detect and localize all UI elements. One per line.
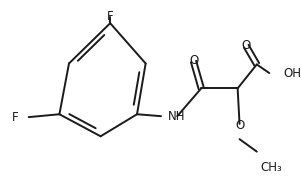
Text: CH₃: CH₃ [261,161,282,174]
Text: OH: OH [284,67,302,80]
Text: O: O [235,120,244,133]
Text: F: F [107,10,114,23]
Text: F: F [11,111,18,124]
Text: O: O [242,39,251,52]
Text: NH: NH [168,110,185,123]
Text: O: O [189,54,198,67]
